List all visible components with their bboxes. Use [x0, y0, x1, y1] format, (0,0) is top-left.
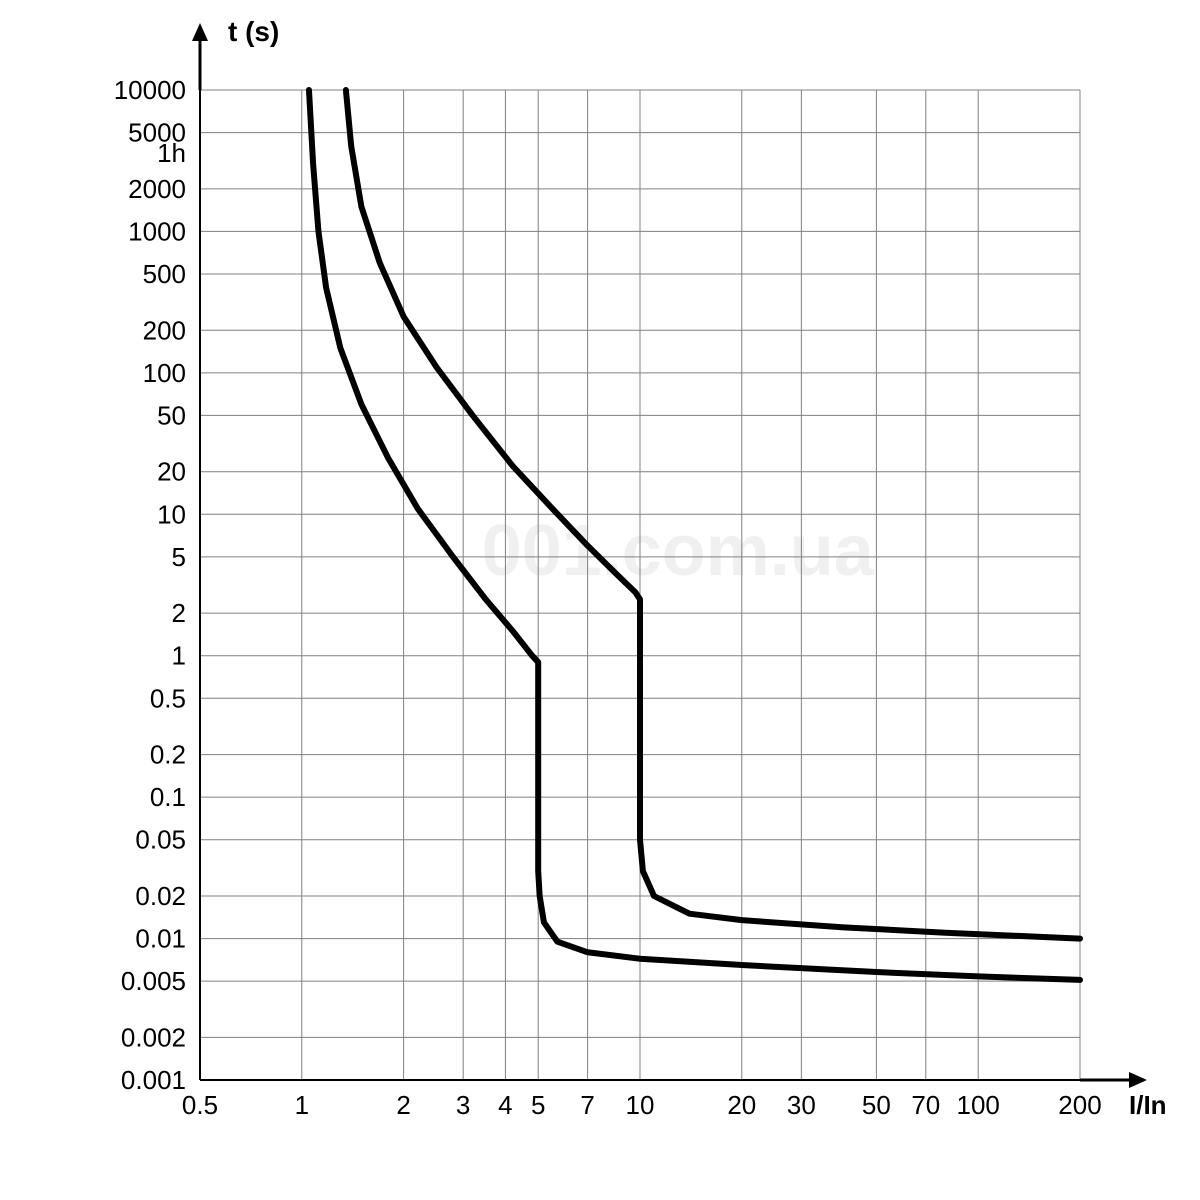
watermark: 001.com.ua: [482, 511, 875, 591]
x-tick-label: 7: [580, 1090, 594, 1120]
y-tick-label: 0.5: [150, 683, 186, 713]
y-tick-label: 500: [143, 259, 186, 289]
y-tick-label: 200: [143, 315, 186, 345]
y-tick-label: 0.1: [150, 782, 186, 812]
x-tick-label: 30: [787, 1090, 816, 1120]
x-tick-label: 200: [1058, 1090, 1101, 1120]
x-tick-label: 50: [862, 1090, 891, 1120]
x-axis-label: I/In: [1129, 1090, 1167, 1120]
y-tick-label: 2: [172, 598, 186, 628]
y-tick-label: 100: [143, 358, 186, 388]
x-tick-label: 4: [498, 1090, 512, 1120]
y-tick-label: 0.005: [121, 966, 186, 996]
x-tick-label: 3: [456, 1090, 470, 1120]
y-tick-label-extra: 1h: [157, 138, 186, 168]
y-tick-label: 0.01: [135, 924, 186, 954]
x-tick-label: 5: [531, 1090, 545, 1120]
y-tick-label: 20: [157, 457, 186, 487]
y-tick-label: 10000: [114, 75, 186, 105]
x-tick-label: 0.5: [182, 1090, 218, 1120]
y-axis-label: t (s): [228, 16, 279, 47]
y-tick-label: 0.2: [150, 740, 186, 770]
y-tick-label: 5: [172, 542, 186, 572]
x-tick-label: 20: [727, 1090, 756, 1120]
y-tick-label: 2000: [128, 174, 186, 204]
y-tick-label: 10: [157, 499, 186, 529]
y-tick-label: 0.002: [121, 1022, 186, 1052]
x-tick-label: 100: [956, 1090, 999, 1120]
y-tick-label: 0.05: [135, 825, 186, 855]
y-tick-label: 1000: [128, 216, 186, 246]
x-tick-label: 1: [295, 1090, 309, 1120]
y-tick-label: 0.02: [135, 881, 186, 911]
y-tick-label: 50: [157, 400, 186, 430]
x-tick-label: 2: [396, 1090, 410, 1120]
x-tick-label: 70: [911, 1090, 940, 1120]
y-tick-label: 0.001: [121, 1065, 186, 1095]
y-tick-label: 1: [172, 641, 186, 671]
trip-curve-chart: 001.com.uat (s)I/In0.5123457102030507010…: [0, 0, 1200, 1200]
x-tick-label: 10: [626, 1090, 655, 1120]
